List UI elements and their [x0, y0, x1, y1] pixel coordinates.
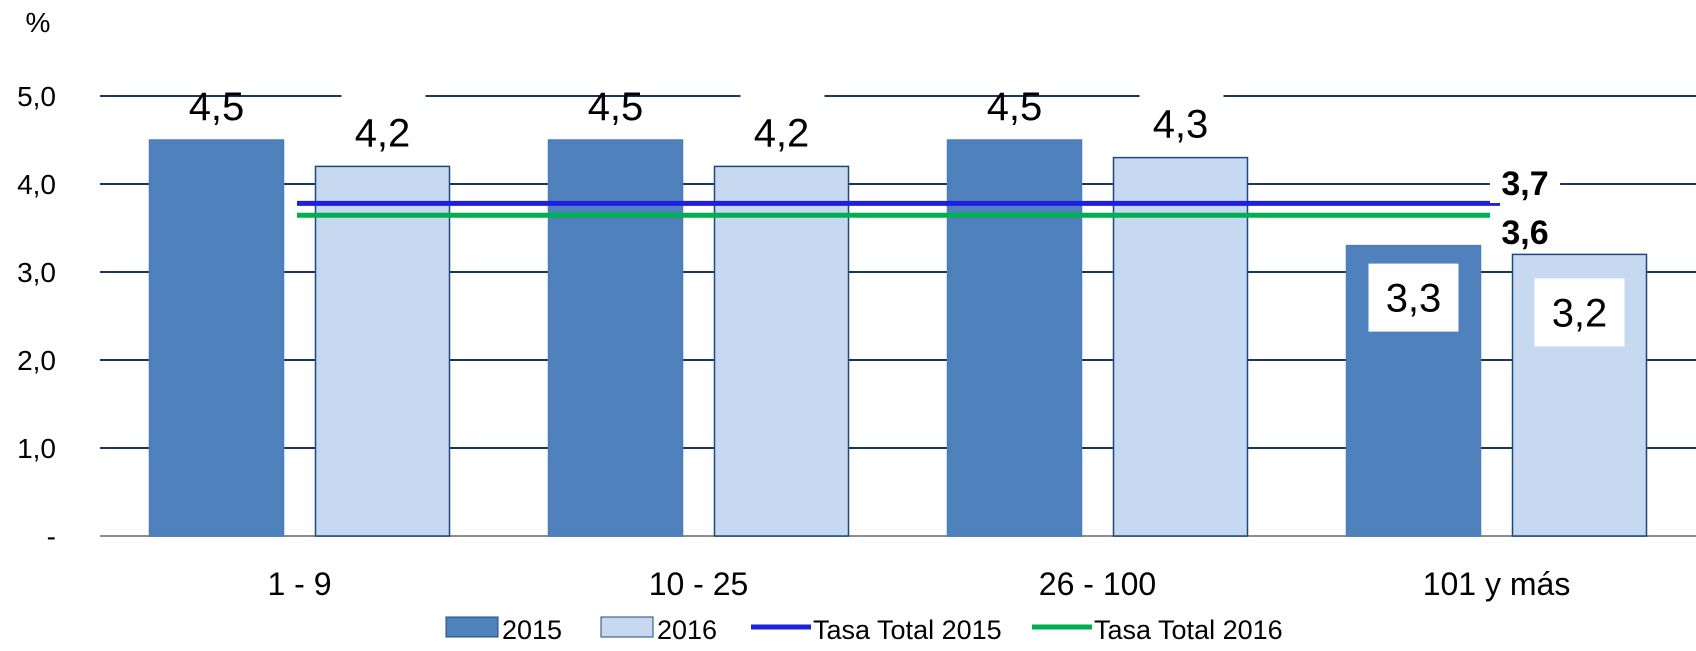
- total-label-background: [1490, 212, 1560, 252]
- legend-label: 2015: [502, 615, 562, 645]
- data-label: 4,5: [588, 85, 644, 129]
- bar: [1112, 156, 1249, 537]
- data-label: 4,2: [355, 111, 411, 155]
- y-tick-label: 3,0: [17, 257, 56, 288]
- data-label: 3,3: [1386, 277, 1442, 321]
- total-rate-lines: 3,73,6: [297, 163, 1560, 252]
- bars: 4,5 4,2 4,5 4,2 4,5 4,3 3,3 3,2: [148, 85, 1648, 537]
- x-tick-label: 10 - 25: [649, 566, 749, 602]
- legend-label: Tasa Total 2015: [813, 615, 1002, 645]
- data-label-background: [1368, 263, 1459, 332]
- data-label: 4,3: [1153, 103, 1209, 147]
- data-label: 4,2: [754, 111, 810, 155]
- legend-label: 2016: [657, 615, 717, 645]
- bar: [148, 139, 285, 537]
- y-tick-label: 5,0: [17, 81, 56, 112]
- legend: 2015 2016 Tasa Total 2015 Tasa Total 2016: [445, 615, 1283, 645]
- y-tick-label: 1,0: [17, 433, 56, 464]
- y-axis-unit-label: %: [26, 7, 51, 38]
- data-label-background: [1534, 278, 1625, 347]
- total-label-background: [1490, 163, 1560, 203]
- legend-swatch: [445, 616, 499, 638]
- y-tick-label: 4,0: [17, 169, 56, 200]
- x-tick-label: 26 - 100: [1039, 566, 1156, 602]
- legend-label: Tasa Total 2016: [1094, 615, 1283, 645]
- x-tick-label: 1 - 9: [267, 566, 331, 602]
- bar: [713, 165, 850, 537]
- data-label: 4,5: [189, 85, 245, 129]
- total-line-label: 3,7: [1501, 165, 1548, 203]
- y-tick-label: -: [47, 521, 56, 552]
- bar: [314, 165, 451, 537]
- total-line-label: 3,6: [1501, 214, 1548, 252]
- x-axis-ticks: 1 - 9 10 - 25 26 - 100 101 y más: [267, 566, 1570, 602]
- bar: [547, 139, 684, 537]
- x-tick-label: 101 y más: [1423, 566, 1571, 602]
- data-label: 4,5: [987, 85, 1043, 129]
- bar: [946, 139, 1083, 537]
- y-axis-ticks: - 1,0 2,0 3,0 4,0 5,0: [17, 81, 56, 552]
- legend-swatch: [600, 616, 654, 638]
- data-label: 3,2: [1552, 291, 1608, 335]
- y-tick-label: 2,0: [17, 345, 56, 376]
